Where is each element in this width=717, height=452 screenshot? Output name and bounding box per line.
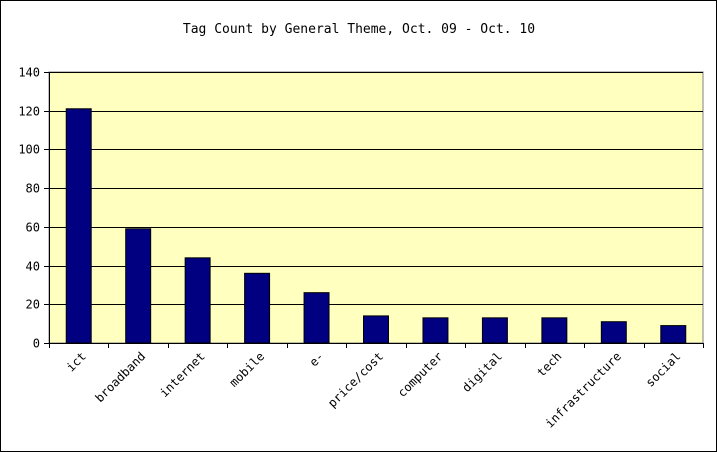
x-tick-label: e- — [307, 349, 327, 369]
y-tick-label: 140 — [18, 66, 40, 80]
bar-1 — [125, 228, 152, 344]
x-tick-label: digital — [459, 349, 505, 395]
x-tick-label: computer — [395, 349, 446, 400]
x-tick-label: mobile — [227, 349, 268, 390]
bar-3 — [244, 272, 271, 344]
x-tick-label: internet — [157, 349, 208, 400]
x-tick-label: ict — [64, 349, 89, 374]
y-tick-label: 20 — [26, 298, 40, 312]
chart-title: Tag Count by General Theme, Oct. 09 - Oc… — [183, 22, 535, 37]
bar-6 — [422, 317, 449, 344]
x-tick-label: social — [643, 349, 684, 390]
y-tick-label: 0 — [33, 337, 40, 351]
x-tick-label: price/cost — [325, 349, 386, 410]
y-tick-label: 40 — [26, 260, 40, 274]
bar-2 — [184, 257, 211, 344]
x-tick-label: broadband — [92, 349, 148, 405]
y-tick-label: 80 — [26, 182, 40, 196]
plot-background — [48, 71, 704, 344]
x-tick-label: tech — [534, 349, 564, 379]
bar-4 — [303, 292, 330, 344]
plot-area: 0 20 40 60 80 100 120 140 ict broadband internet mo… — [18, 66, 704, 431]
y-tick-label: 100 — [18, 143, 40, 157]
bar-9 — [600, 321, 627, 344]
y-tick-label: 120 — [18, 105, 40, 119]
bar-7 — [481, 317, 508, 344]
bar-10 — [660, 325, 687, 344]
bar-0 — [65, 108, 92, 344]
bar-5 — [363, 315, 389, 344]
bar-8 — [541, 317, 568, 344]
y-tick-label: 60 — [26, 221, 40, 235]
